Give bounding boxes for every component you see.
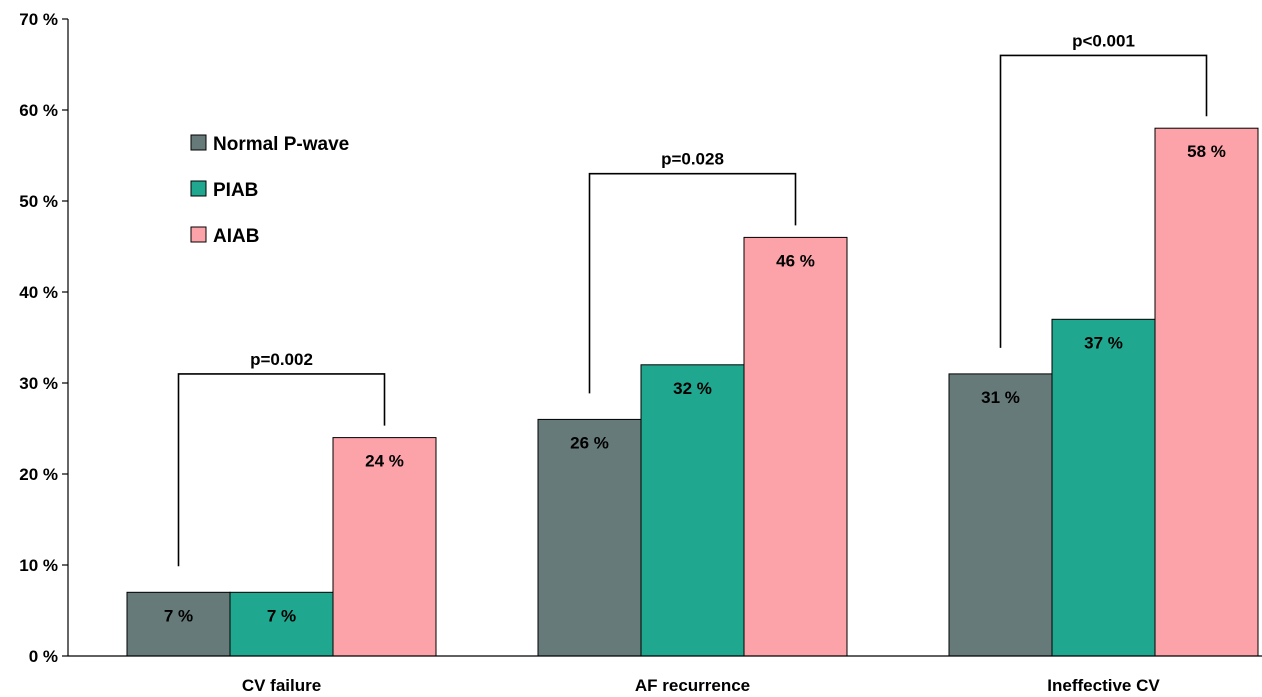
y-tick-label: 20 % bbox=[19, 465, 58, 484]
data-label-normal-p-wave-cv-failure: 7 % bbox=[164, 606, 193, 625]
y-tick-label: 10 % bbox=[19, 556, 58, 575]
legend-label-normal-p-wave: Normal P-wave bbox=[213, 134, 349, 155]
legend-label-aiab: AIAB bbox=[213, 226, 259, 247]
y-tick-label: 70 % bbox=[19, 10, 58, 29]
legend-swatch-normal-p-wave bbox=[190, 134, 207, 151]
legend-label-piab: PIAB bbox=[213, 180, 258, 201]
bar-piab-ineffective-cv bbox=[1051, 318, 1156, 657]
y-tick-label: 60 % bbox=[19, 101, 58, 120]
x-axis: CV failure AF recurrence Ineffective CV bbox=[68, 655, 1262, 695]
bar-aiab-af-recurrence bbox=[743, 236, 848, 657]
p-value-label: p<0.001 bbox=[1072, 31, 1135, 50]
significance-bracket bbox=[177, 373, 386, 567]
y-tick-label: 0 % bbox=[29, 647, 58, 666]
bar-piab-af-recurrence bbox=[640, 364, 745, 657]
legend: Normal P-wave PIAB AIAB bbox=[190, 134, 349, 247]
bars: 7 % 7 % 24 % 26 % 32 % 46 % 31 % 37 % 58 % bbox=[126, 127, 1259, 657]
significance-brackets: p=0.002 p=0.028 p<0.001 bbox=[177, 31, 1208, 567]
p-value-label: p=0.028 bbox=[661, 150, 724, 169]
data-label-piab-ineffective-cv: 37 % bbox=[1084, 333, 1123, 352]
y-tick-label: 50 % bbox=[19, 192, 58, 211]
bar-normal-p-wave-af-recurrence bbox=[537, 418, 642, 657]
data-label-aiab-cv-failure: 24 % bbox=[365, 452, 404, 471]
y-tick-label: 40 % bbox=[19, 283, 58, 302]
data-label-normal-p-wave-ineffective-cv: 31 % bbox=[981, 388, 1020, 407]
data-label-piab-cv-failure: 7 % bbox=[267, 606, 296, 625]
x-category-label: AF recurrence bbox=[635, 676, 750, 695]
legend-swatch-aiab bbox=[190, 226, 207, 243]
data-label-normal-p-wave-af-recurrence: 26 % bbox=[570, 433, 609, 452]
data-label-aiab-af-recurrence: 46 % bbox=[776, 251, 815, 270]
legend-swatch-piab bbox=[190, 180, 207, 197]
data-label-piab-af-recurrence: 32 % bbox=[673, 379, 712, 398]
y-axis: 0 % 10 % 20 % 30 % 40 % 50 % 60 % 70 % bbox=[19, 10, 69, 666]
p-value-label: p=0.002 bbox=[250, 350, 313, 369]
x-category-label: Ineffective CV bbox=[1047, 676, 1160, 695]
data-label-aiab-ineffective-cv: 58 % bbox=[1187, 142, 1226, 161]
x-category-label: CV failure bbox=[242, 676, 321, 695]
significance-bracket bbox=[588, 172, 797, 394]
significance-bracket bbox=[999, 54, 1208, 348]
bar-aiab-ineffective-cv bbox=[1154, 127, 1259, 657]
y-tick-label: 30 % bbox=[19, 374, 58, 393]
bar-normal-p-wave-ineffective-cv bbox=[948, 373, 1053, 657]
